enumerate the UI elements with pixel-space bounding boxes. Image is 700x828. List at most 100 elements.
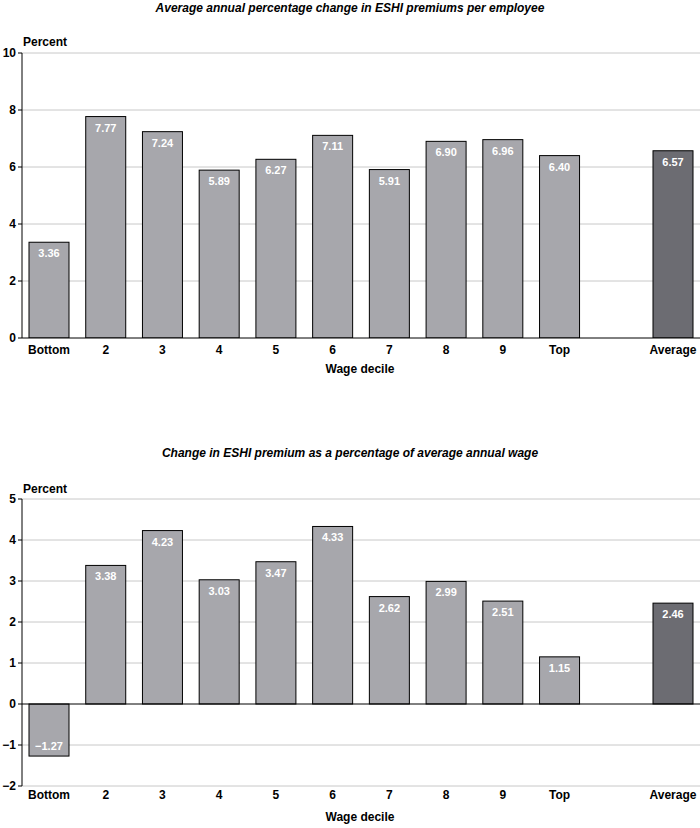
- category-label: Average: [650, 788, 697, 802]
- y-axis-label: Percent: [23, 482, 67, 496]
- bar: [426, 141, 466, 338]
- tick-label: 0: [9, 697, 16, 711]
- data-label: 3.36: [38, 247, 59, 259]
- category-label: 8: [443, 788, 450, 802]
- bar: [313, 135, 353, 338]
- tick-label: 5: [9, 492, 16, 506]
- data-label: 7.24: [152, 137, 174, 149]
- tick-label: 2: [9, 274, 16, 288]
- data-label: 3.38: [95, 570, 116, 582]
- y-axis-label: Percent: [23, 35, 67, 49]
- tick-mark: [18, 281, 22, 282]
- category-label: 4: [216, 343, 223, 357]
- tick-label: −2: [2, 779, 16, 793]
- data-label: 6.90: [435, 146, 456, 158]
- grid-line: [22, 745, 700, 746]
- bar: [29, 704, 69, 756]
- data-label: 6.40: [549, 161, 570, 173]
- tick-label: 2: [9, 615, 16, 629]
- category-label: 5: [273, 788, 280, 802]
- bar: [142, 132, 182, 338]
- chart: Change in ESHI premium as a percentage o…: [2, 446, 700, 824]
- x-axis-label: Wage decile: [326, 810, 395, 824]
- tick-label: 10: [3, 46, 17, 60]
- category-label: 7: [386, 343, 393, 357]
- tick-mark: [18, 745, 22, 746]
- bars: [29, 526, 693, 756]
- data-label: 2.51: [492, 606, 513, 618]
- data-label: 6.57: [662, 156, 683, 168]
- category-label: Bottom: [28, 343, 70, 357]
- tick-label: 3: [9, 574, 16, 588]
- data-label: 3.03: [208, 585, 229, 597]
- y-axis-line: [22, 53, 23, 338]
- data-label: 2.99: [435, 586, 456, 598]
- category-label: 9: [499, 343, 506, 357]
- bar: [199, 580, 239, 704]
- data-label: −1.27: [35, 740, 63, 752]
- data-label: 4.33: [322, 531, 343, 543]
- bar: [369, 170, 409, 338]
- category-label: 3: [159, 788, 166, 802]
- bar: [199, 170, 239, 338]
- data-label: 7.11: [322, 140, 343, 152]
- bar: [142, 531, 182, 704]
- bar: [86, 117, 126, 338]
- data-label: 7.77: [95, 122, 116, 134]
- bar: [483, 601, 523, 704]
- grid-line: [22, 540, 700, 541]
- tick-label: 1: [9, 656, 16, 670]
- tick-mark: [18, 338, 22, 339]
- category-label: Top: [549, 343, 570, 357]
- chart-title: Change in ESHI premium as a percentage o…: [162, 446, 538, 460]
- tick-label: 4: [9, 217, 16, 231]
- grid-line: [22, 53, 700, 54]
- data-label: 3.47: [265, 567, 286, 579]
- chart-title: Average annual percentage change in ESHI…: [155, 1, 545, 15]
- bar: [256, 159, 296, 338]
- tick-mark: [18, 499, 22, 500]
- bar: [483, 140, 523, 338]
- category-label: 9: [499, 788, 506, 802]
- data-label: 2.62: [379, 602, 400, 614]
- tick-label: −1: [2, 738, 16, 752]
- grid-line: [22, 786, 700, 787]
- tick-mark: [18, 53, 22, 54]
- data-label: 5.89: [208, 175, 229, 187]
- category-label: 6: [329, 788, 336, 802]
- figure: Average annual percentage change in ESHI…: [0, 0, 700, 828]
- grid-line: [22, 499, 700, 500]
- category-label: Bottom: [28, 788, 70, 802]
- bar: [29, 242, 69, 338]
- tick-mark: [18, 663, 22, 664]
- category-label: 2: [102, 343, 109, 357]
- tick-mark: [18, 581, 22, 582]
- data-label: 6.27: [265, 164, 286, 176]
- category-label: 6: [329, 343, 336, 357]
- category-label: Average: [650, 343, 697, 357]
- data-label: 4.23: [152, 536, 173, 548]
- zero-line: [22, 338, 700, 339]
- x-axis-label: Wage decile: [326, 362, 395, 376]
- data-label: 6.96: [492, 145, 513, 157]
- tick-label: 8: [9, 103, 16, 117]
- grid-line: [22, 110, 700, 111]
- data-label: 2.46: [662, 608, 683, 620]
- tick-label: 0: [9, 331, 16, 345]
- bar: [540, 156, 580, 338]
- bar: [540, 657, 580, 704]
- bar: [369, 597, 409, 704]
- tick-mark: [18, 786, 22, 787]
- tick-mark: [18, 110, 22, 111]
- bar: [313, 526, 353, 704]
- category-label: Top: [549, 788, 570, 802]
- category-label: 4: [216, 788, 223, 802]
- category-label: 3: [159, 343, 166, 357]
- tick-label: 6: [9, 160, 16, 174]
- data-label: 5.91: [379, 175, 400, 187]
- bar: [653, 603, 693, 704]
- category-label: 8: [443, 343, 450, 357]
- tick-mark: [18, 167, 22, 168]
- bar: [426, 581, 466, 704]
- category-label: 2: [102, 788, 109, 802]
